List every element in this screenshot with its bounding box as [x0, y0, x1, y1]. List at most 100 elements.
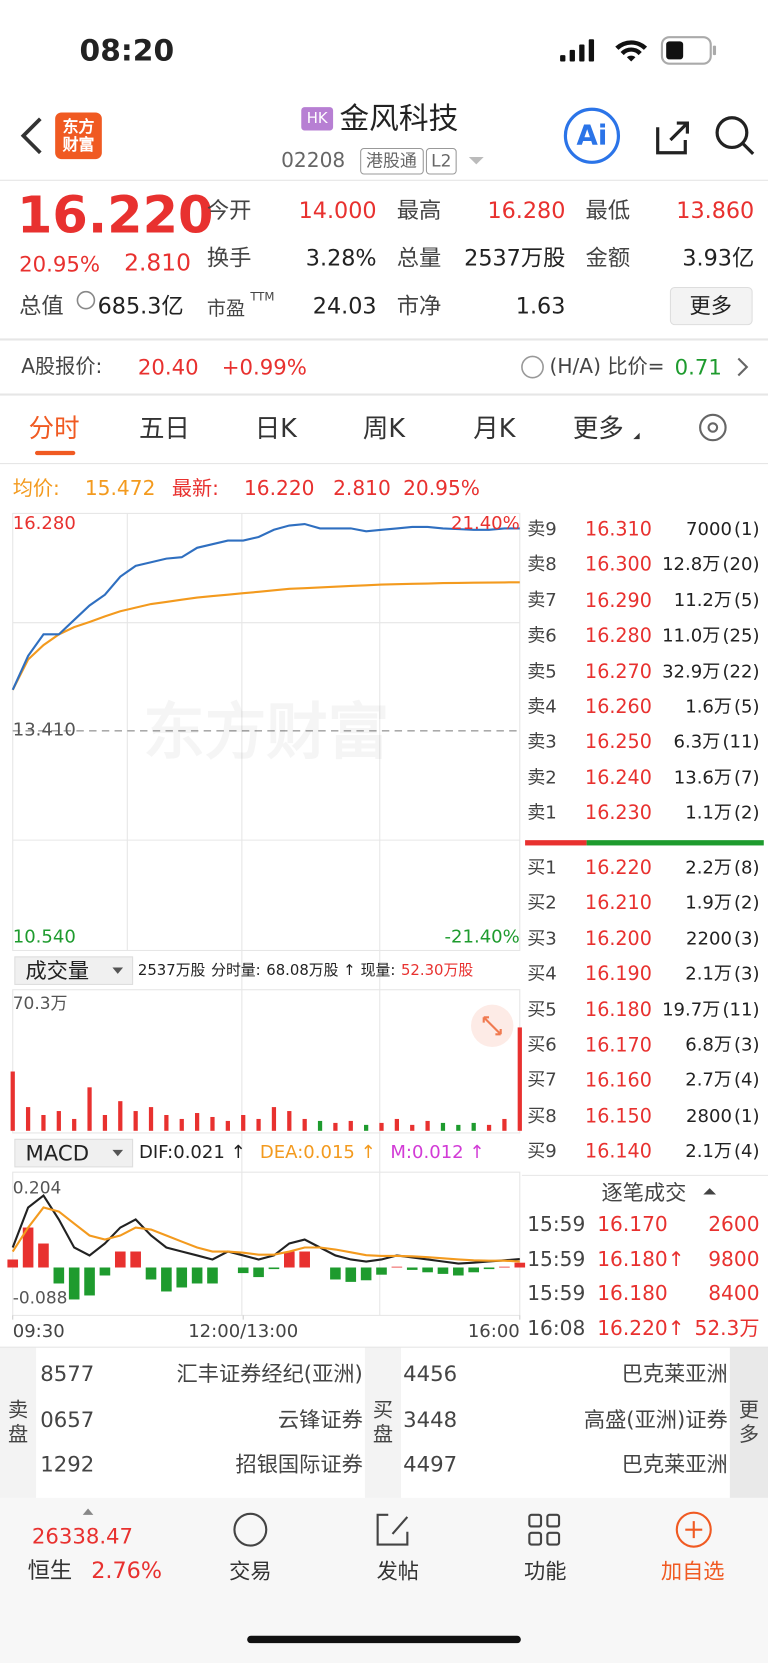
tab[interactable]: 五日 — [138, 413, 190, 444]
book-label: 买3 — [527, 928, 557, 950]
volume-bar — [317, 1120, 323, 1131]
a-share-price: 20.40 — [137, 354, 199, 380]
index-change: 2.76% — [91, 1557, 163, 1584]
chart-frame — [12, 512, 521, 952]
tab[interactable]: 分时 — [28, 413, 80, 444]
book-price: 16.260 — [585, 695, 652, 719]
macd-bar — [483, 1267, 495, 1270]
back-button[interactable] — [20, 117, 42, 155]
macd-bar — [207, 1267, 218, 1284]
trades-caret — [703, 1188, 717, 1195]
stat-label: 金额 — [585, 245, 631, 272]
macd-line — [11, 1206, 520, 1263]
latest: 16.220 — [243, 476, 315, 501]
trade-price: 16.180↑ — [597, 1247, 685, 1272]
macd-bar — [514, 1262, 526, 1268]
volume-bar — [425, 1120, 430, 1131]
settings-hub — [707, 422, 719, 433]
tab[interactable]: 周K — [362, 413, 406, 444]
tag-box — [425, 147, 457, 175]
book-label: 卖6 — [527, 625, 557, 647]
macd-bar — [284, 1251, 295, 1268]
book-volume: 2800 — [686, 1105, 732, 1127]
broker-code: 4497 — [403, 1451, 458, 1477]
book-orders: (2) — [733, 802, 760, 824]
bid-bar — [586, 840, 764, 846]
broker-name: 云锋证券 — [277, 1406, 363, 1432]
book-volume: 1.6万 — [685, 696, 732, 718]
macd-line — [11, 1193, 520, 1265]
market-badge — [301, 107, 334, 131]
x-tick-label: 12:00/13:00 — [188, 1321, 299, 1343]
volume-bar — [118, 1101, 123, 1131]
more-button-label[interactable]: 更多 — [689, 292, 732, 319]
book-price: 16.300 — [585, 554, 652, 577]
stock-code: 02208 — [281, 149, 346, 173]
y-tick-label: 70.3万 — [12, 992, 68, 1014]
book-volume: 11.0万 — [662, 625, 721, 647]
avg: 15.472 — [84, 476, 156, 501]
trade-volume: 9800 — [708, 1247, 760, 1272]
tag: L2 — [431, 150, 452, 171]
nav-item[interactable]: 交易 — [229, 1558, 272, 1584]
macd-bar — [130, 1251, 141, 1268]
code-caret — [468, 156, 484, 165]
macd-bar — [330, 1267, 341, 1280]
ask-bar — [525, 840, 587, 846]
stat-value: 13.860 — [676, 197, 755, 224]
book-volume: 2.2万 — [685, 857, 732, 879]
book-price: 16.250 — [585, 731, 652, 754]
tab[interactable]: 日K — [254, 413, 297, 444]
volume-bar — [179, 1118, 184, 1131]
macd-bar — [84, 1267, 95, 1296]
dropdown[interactable] — [14, 1138, 134, 1168]
book-price: 16.240 — [585, 766, 652, 790]
tab[interactable]: 月K — [473, 413, 516, 444]
dropdown-label[interactable]: 成交量 — [25, 957, 90, 984]
macd-bar — [453, 1267, 464, 1276]
trade-price: 16.220↑ — [597, 1317, 685, 1341]
help-icon — [521, 355, 544, 379]
book-price: 16.270 — [585, 660, 652, 683]
y-tick-label: 13.410 — [12, 719, 76, 741]
volume-bar — [133, 1111, 138, 1131]
broker-more-bg[interactable] — [729, 1347, 768, 1498]
stat-value: 3.93亿 — [682, 245, 755, 272]
search-button[interactable] — [715, 116, 749, 150]
book-volume: 13.6万 — [673, 767, 732, 789]
tab-caret — [633, 432, 640, 440]
stat-value: 2537万股 — [464, 245, 566, 272]
volume-stat: 68.08万股 ↑ — [266, 962, 356, 980]
macd-bar — [114, 1251, 126, 1268]
watermark: 东方财富 — [143, 701, 389, 763]
book-orders: (22) — [722, 660, 760, 683]
dropdown-label[interactable]: MACD — [25, 1140, 90, 1166]
more-button[interactable] — [669, 286, 753, 326]
ai-label[interactable]: Ai — [576, 119, 608, 152]
broker-code: 3448 — [403, 1406, 458, 1432]
settings-button[interactable] — [699, 413, 727, 442]
book-orders: (4) — [733, 1141, 760, 1163]
stock-name: 金风科技 — [339, 100, 459, 136]
tab[interactable]: 更多 — [572, 413, 624, 444]
tag-box — [360, 147, 424, 175]
book-orders: (4) — [733, 1070, 760, 1092]
book-label: 卖5 — [527, 660, 557, 683]
stat-value: 24.03 — [312, 293, 377, 319]
ai-button[interactable] — [563, 107, 621, 164]
volume-bar — [287, 1111, 292, 1131]
book-label: 买6 — [527, 1034, 557, 1057]
dropdown[interactable] — [14, 956, 134, 985]
nav-item[interactable]: 发帖 — [376, 1558, 420, 1584]
macd-bar — [268, 1267, 280, 1270]
macd-bar — [391, 1266, 403, 1268]
macd-bar — [191, 1267, 203, 1284]
nav-item[interactable]: 功能 — [524, 1558, 567, 1584]
book-label: 买1 — [527, 857, 557, 879]
nav-item[interactable]: 加自选 — [660, 1558, 725, 1584]
share-button[interactable] — [656, 121, 689, 155]
book-price: 16.150 — [585, 1105, 652, 1128]
book-orders: (11) — [722, 731, 760, 754]
